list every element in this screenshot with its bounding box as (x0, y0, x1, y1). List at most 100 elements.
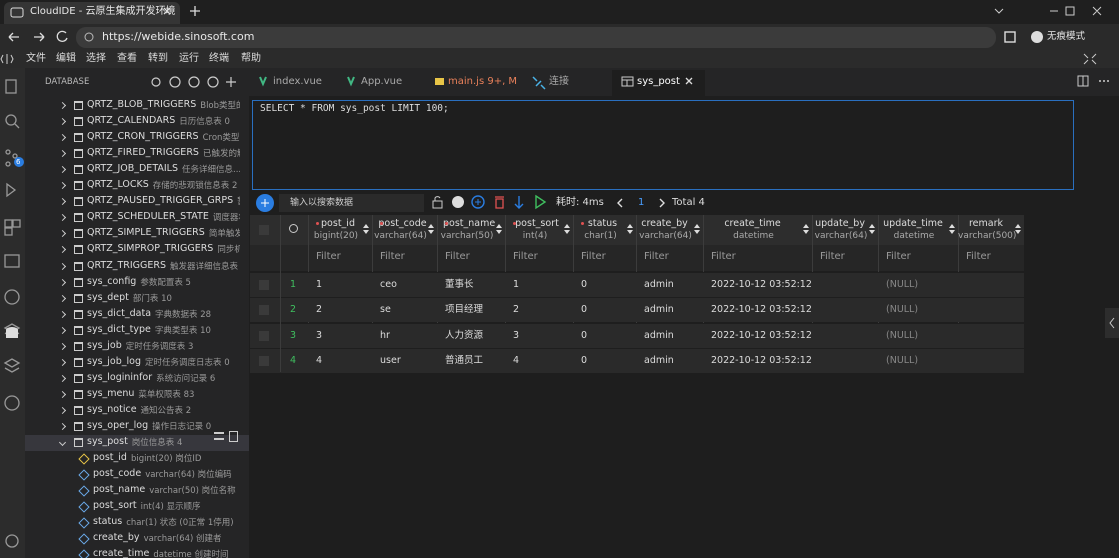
filter-input[interactable]: Filter (820, 251, 845, 262)
sort-up[interactable] (496, 224, 502, 228)
browser-tab[interactable] (4, 2, 180, 24)
sort-up[interactable] (564, 224, 570, 228)
sort-down[interactable] (949, 230, 955, 234)
sort-up[interactable] (627, 224, 633, 228)
grid-cell[interactable]: 4 (513, 354, 520, 366)
column-header[interactable]: post_sort (515, 218, 559, 229)
grid-cell[interactable]: admin (644, 304, 674, 316)
row-checkbox[interactable] (259, 355, 269, 366)
sort-down[interactable] (694, 230, 700, 234)
grid-cell[interactable]: 2022-10-12 03:52:12 (711, 304, 812, 316)
column-header[interactable]: post_code (378, 218, 427, 229)
grid-cell[interactable]: (NULL) (886, 304, 919, 316)
column-header[interactable]: update_by (815, 218, 865, 229)
table-name[interactable]: sys_logininfor (87, 371, 153, 383)
column-header[interactable]: create_by (641, 218, 688, 229)
grid-cell[interactable]: 董事长 (445, 279, 474, 290)
sort-up[interactable] (428, 224, 434, 228)
table-name[interactable]: QRTZ_CRON_TRIGGERS (87, 131, 199, 143)
sort-up[interactable] (363, 224, 369, 228)
column-header[interactable]: post_id (321, 218, 355, 229)
grid-cell[interactable]: ceo (380, 279, 397, 290)
table-name[interactable]: QRTZ_SCHEDULER_STATE (87, 211, 209, 223)
sort-down[interactable] (428, 230, 434, 234)
sql-editor[interactable] (252, 100, 1074, 190)
grid-cell[interactable]: admin (644, 329, 674, 341)
editor-tab[interactable]: App.vue (361, 76, 403, 87)
menu-item[interactable]: 编辑 (56, 53, 76, 64)
grid-cell[interactable]: 项目经理 (445, 304, 484, 316)
grid-cell[interactable]: 人力资源 (445, 329, 484, 341)
pager-arrows[interactable] (614, 196, 674, 210)
sort-down[interactable] (1015, 230, 1021, 234)
menu-item[interactable]: 查看 (117, 53, 137, 64)
grid-cell[interactable]: hr (380, 329, 390, 341)
sort-down[interactable] (869, 230, 875, 234)
panel-toggle[interactable] (1105, 308, 1119, 338)
column-header[interactable]: remark (968, 218, 1004, 229)
grid-cell[interactable]: 3 (513, 329, 520, 341)
menu-item[interactable]: 终端 (209, 53, 229, 64)
sort-down[interactable] (363, 230, 369, 234)
column-name[interactable]: post_sort (93, 500, 137, 512)
column-name[interactable]: post_name (93, 484, 146, 496)
table-name[interactable]: QRTZ_JOB_DETAILS (87, 163, 179, 175)
column-name[interactable]: post_code (93, 468, 142, 480)
grid-cell[interactable]: 2 (513, 304, 520, 316)
grid-cell[interactable]: se (380, 304, 391, 316)
table-name[interactable]: sys_menu (87, 387, 135, 399)
filter-input[interactable]: Filter (513, 251, 538, 262)
column-header[interactable]: create_time (724, 218, 781, 229)
sort-up[interactable] (869, 224, 875, 228)
menu-item[interactable]: 转到 (148, 53, 168, 64)
row-checkbox[interactable] (259, 330, 269, 341)
column-name[interactable]: post_id (93, 452, 127, 463)
sort-up[interactable] (694, 224, 700, 228)
grid-cell[interactable]: (NULL) (886, 354, 919, 366)
grid-cell[interactable]: 普通员工 (445, 354, 484, 366)
table-name[interactable]: QRTZ_FIRED_TRIGGERS (87, 147, 199, 159)
sort-up[interactable] (803, 224, 809, 228)
grid-cell[interactable]: 0 (581, 279, 588, 290)
grid-cell[interactable]: 2 (316, 304, 323, 316)
editor-tab[interactable]: 连接 (549, 76, 569, 87)
column-name[interactable]: create_by (93, 532, 140, 544)
filter-input[interactable]: Filter (316, 251, 341, 262)
grid-cell[interactable]: admin (644, 279, 674, 290)
grid-cell[interactable]: (NULL) (886, 329, 919, 341)
search-input[interactable]: 输入以搜索数据 (290, 198, 354, 208)
table-name[interactable]: sys_oper_log (87, 420, 149, 431)
editor-tab[interactable]: index.vue (273, 76, 322, 87)
grid-cell[interactable]: user (380, 354, 401, 366)
url[interactable]: https://webide.sinosoft.com (102, 30, 255, 43)
filter-input[interactable]: Filter (711, 251, 736, 262)
grid-cell[interactable]: 3 (316, 329, 323, 341)
grid-cell[interactable]: 0 (581, 329, 588, 341)
grid-cell[interactable]: 0 (581, 304, 588, 316)
menu-item[interactable]: 选择 (86, 53, 106, 64)
sort-down[interactable] (803, 230, 809, 234)
grid-cell[interactable]: 1 (316, 279, 323, 290)
editor-tab[interactable]: sys_post (637, 76, 680, 87)
column-header[interactable]: status (587, 218, 618, 229)
grid-cell[interactable]: 2022-10-12 03:52:12 (711, 354, 812, 366)
sidebar-actions[interactable] (148, 74, 240, 90)
table-name[interactable]: sys_dict_type (87, 323, 151, 335)
filter-input[interactable]: Filter (380, 251, 405, 262)
filter-input[interactable]: Filter (581, 251, 606, 262)
menu-item[interactable]: 运行 (179, 53, 199, 64)
table-name[interactable]: QRTZ_BLOB_TRIGGERS (87, 99, 197, 110)
row-action[interactable] (214, 432, 224, 440)
filter-input[interactable]: Filter (644, 251, 669, 262)
grid-cell[interactable]: 0 (581, 354, 588, 366)
grid-cell[interactable]: admin (644, 354, 674, 366)
sort-up[interactable] (949, 224, 955, 228)
grid-cell[interactable]: 1 (513, 279, 520, 290)
sort-down[interactable] (627, 230, 633, 234)
table-name[interactable]: sys_dept (87, 291, 129, 303)
grid-cell[interactable]: 2022-10-12 03:52:12 (711, 279, 812, 290)
column-name[interactable]: status (93, 516, 123, 528)
filter-input[interactable]: Filter (886, 251, 911, 262)
column-header[interactable]: update_time (883, 218, 943, 229)
filter-input[interactable]: Filter (445, 251, 470, 262)
